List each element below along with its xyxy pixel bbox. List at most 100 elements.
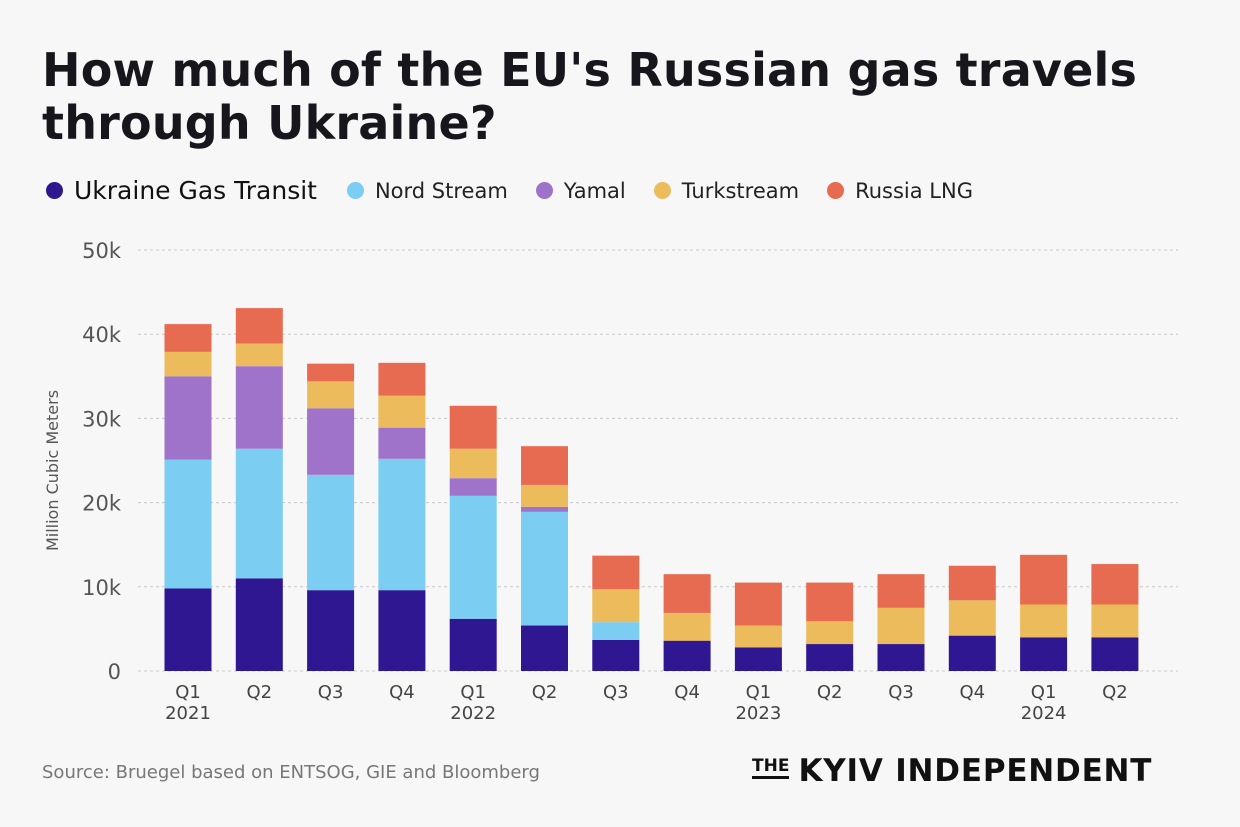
legend-swatch-ukraine-gas-transit xyxy=(46,182,63,199)
bar-segment-russia-lng xyxy=(378,362,426,396)
bar-segment-turkstream xyxy=(521,484,568,507)
legend-label: Nord Stream xyxy=(374,178,508,203)
bar-segment-russia-lng xyxy=(663,574,711,613)
bar-segment-ukraine-gas-transit xyxy=(164,588,212,671)
bar-segment-russia-lng xyxy=(164,324,212,352)
bar-segment-russia-lng xyxy=(307,363,355,382)
bar-segment-russia-lng xyxy=(1091,564,1139,605)
x-tick-label: Q4 xyxy=(389,682,415,703)
bar-segment-russia-lng xyxy=(1020,554,1068,605)
x-tick-label: Q3 xyxy=(603,682,629,703)
bar-segment-ukraine-gas-transit xyxy=(521,625,568,671)
bar-segment-nord-stream xyxy=(592,622,640,640)
bar-segment-nord-stream xyxy=(235,448,283,579)
y-tick-label: 0 xyxy=(108,660,121,684)
bar-segment-ukraine-gas-transit xyxy=(307,590,355,671)
x-tick-label: Q2 xyxy=(817,682,843,703)
x-tick-label: Q2 xyxy=(532,682,558,703)
x-tick-label: Q4 xyxy=(959,682,985,703)
legend-item-turkstream: Turkstream xyxy=(653,178,800,203)
y-tick-label: 20k xyxy=(82,492,122,516)
bar-segment-russia-lng xyxy=(734,582,782,626)
x-tick-label: Q1 xyxy=(746,682,772,703)
bar-segment-yamal xyxy=(449,478,497,496)
legend-item-nord-stream: Nord Stream xyxy=(346,178,508,203)
bar-segment-ukraine-gas-transit xyxy=(1020,637,1068,671)
bar-segment-yamal xyxy=(378,427,426,459)
bar-segment-ukraine-gas-transit xyxy=(378,590,426,671)
x-tick-label: Q1 xyxy=(175,682,201,703)
x-year-label: 2021 xyxy=(165,703,211,724)
bar-segment-ukraine-gas-transit xyxy=(877,644,925,671)
bar-segment-ukraine-gas-transit xyxy=(235,578,283,671)
bar-segment-russia-lng xyxy=(806,582,854,622)
legend-swatch-nord-stream xyxy=(346,182,364,199)
chart-legend: Ukraine Gas Transit Nord Stream Yamal Tu… xyxy=(46,176,1001,205)
bar-segment-ukraine-gas-transit xyxy=(948,635,996,671)
y-tick-label: 10k xyxy=(82,576,122,600)
bar-segment-turkstream xyxy=(378,395,426,428)
legend-swatch-turkstream xyxy=(653,182,671,199)
bar-segment-yamal xyxy=(521,506,568,512)
bar-segment-russia-lng xyxy=(449,405,497,449)
legend-label: Ukraine Gas Transit xyxy=(74,176,317,205)
bar-segment-ukraine-gas-transit xyxy=(734,647,782,671)
page-title: How much of the EU's Russian gas travels… xyxy=(42,43,1138,150)
bar-segment-nord-stream xyxy=(307,474,355,591)
brand-the: THE xyxy=(752,758,790,779)
bar-segment-ukraine-gas-transit xyxy=(663,640,711,671)
bar-segment-turkstream xyxy=(235,343,283,367)
x-year-label: 2023 xyxy=(735,703,781,724)
bar-segment-turkstream xyxy=(449,448,497,479)
x-year-label: 2024 xyxy=(1021,703,1067,724)
legend-item-russia-lng: Russia LNG xyxy=(827,179,973,203)
bar-segment-ukraine-gas-transit xyxy=(806,644,854,671)
y-tick-label: 50k xyxy=(82,239,122,263)
bar-segment-russia-lng xyxy=(877,574,925,608)
bar-segment-russia-lng xyxy=(521,446,568,485)
x-tick-label: Q2 xyxy=(1102,682,1128,703)
brand-name: KYIV INDEPENDENT xyxy=(798,753,1153,789)
bar-segment-ukraine-gas-transit xyxy=(592,639,640,671)
x-tick-label: Q3 xyxy=(888,682,914,703)
bar-segment-yamal xyxy=(307,408,355,475)
bar-segment-turkstream xyxy=(806,621,854,645)
legend-item-ukraine-gas-transit: Ukraine Gas Transit xyxy=(46,176,317,205)
x-year-label: 2022 xyxy=(450,703,496,724)
bar-segment-russia-lng xyxy=(592,555,640,590)
y-tick-label: 30k xyxy=(82,407,122,431)
legend-item-yamal: Yamal xyxy=(535,178,626,203)
bar-segment-nord-stream xyxy=(449,495,497,619)
y-tick-label: 40k xyxy=(82,323,122,347)
bar-segment-turkstream xyxy=(663,612,711,641)
bar-segment-turkstream xyxy=(1020,604,1068,638)
bar-segment-ukraine-gas-transit xyxy=(449,618,497,671)
bar-segment-yamal xyxy=(235,366,283,449)
source-note: Source: Bruegel based on ENTSOG, GIE and… xyxy=(42,762,540,783)
bar-segment-turkstream xyxy=(948,600,996,636)
bar-segment-turkstream xyxy=(307,381,355,409)
legend-label: Turkstream xyxy=(681,178,800,203)
bar-segment-yamal xyxy=(164,376,212,460)
x-tick-label: Q1 xyxy=(1031,682,1057,703)
bar-segment-turkstream xyxy=(1091,604,1139,638)
bar-segment-nord-stream xyxy=(521,511,568,626)
bar-segment-turkstream xyxy=(877,607,925,645)
x-tick-label: Q1 xyxy=(460,682,486,703)
brand-logo: THE KYIV INDEPENDENT xyxy=(752,752,1152,790)
bar-segment-russia-lng xyxy=(235,308,283,344)
x-tick-label: Q3 xyxy=(318,682,344,703)
bar-segment-russia-lng xyxy=(948,565,996,601)
bar-segment-turkstream xyxy=(592,589,640,623)
bar-segment-turkstream xyxy=(164,351,212,377)
x-tick-label: Q4 xyxy=(674,682,700,703)
legend-label: Russia LNG xyxy=(855,178,973,203)
x-tick-label: Q2 xyxy=(246,682,272,703)
bar-segment-nord-stream xyxy=(164,459,212,589)
bar-segment-ukraine-gas-transit xyxy=(1091,637,1139,671)
legend-swatch-russia-lng xyxy=(827,182,845,199)
legend-label: Yamal xyxy=(563,178,626,203)
y-axis-label: Million Cubic Meters xyxy=(43,390,62,551)
bar-segment-nord-stream xyxy=(378,458,426,591)
